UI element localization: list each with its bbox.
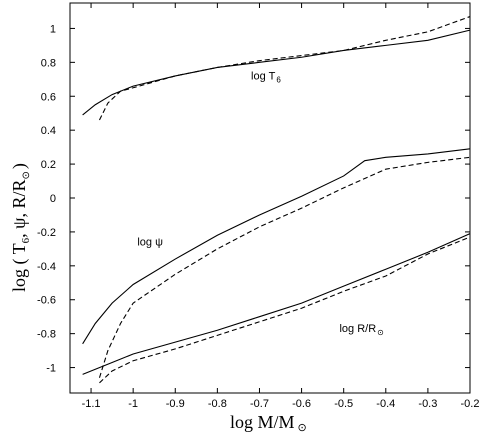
x-axis-title-main: log M/M — [230, 412, 295, 432]
y-tick-label: -0.2 — [37, 227, 56, 239]
y-tick-label: 1 — [50, 23, 56, 35]
series-line-1-solid — [82, 29, 471, 116]
x-tick-label: -0.3 — [418, 398, 437, 410]
y-tick-label: -0.4 — [37, 261, 56, 273]
y-tick-label: -0.6 — [37, 295, 56, 307]
ticks: -1.1 -1 -0.9 -0.8 -0.7 -0.6 -0.5 -0.4 -0.3 -0.2 -1… — [37, 3, 479, 410]
annotation-2: log ψ — [137, 236, 163, 248]
x-tick-label: -0.7 — [250, 398, 269, 410]
x-tick-label: -0.9 — [166, 398, 185, 410]
x-tick-label: -0.2 — [461, 398, 480, 410]
series-line-5-solid — [82, 233, 471, 375]
series-group — [82, 16, 471, 384]
y-tick-label: 0.4 — [41, 125, 56, 137]
y-tick-label: 0.8 — [41, 57, 56, 69]
x-tick-label: -1.1 — [82, 398, 101, 410]
series-line-6-dashed — [99, 236, 471, 384]
series-line-3-solid — [82, 148, 471, 345]
series-line-2-dashed — [98, 16, 471, 121]
series-line-4-dashed — [98, 156, 471, 378]
annotation-text: log ψ — [137, 236, 163, 248]
y-axis-title: log ( T6, ψ, R/R⊙) — [9, 163, 32, 292]
annotation-subscript: 6 — [276, 75, 281, 84]
annotation-3: log R/R⊙ — [339, 323, 383, 337]
annotation-text: log R/R — [339, 323, 376, 335]
annotation-subscript: ⊙ — [377, 328, 384, 337]
y-axis-title-rest: , ψ, R/R — [9, 180, 29, 238]
x-axis-title: log M/M ⊙ — [230, 412, 307, 434]
y-axis-title-main: log ( T — [9, 243, 30, 292]
y-axis-title-sub: 6 — [20, 237, 32, 243]
y-tick-label: -1 — [46, 363, 56, 375]
annotation-1: log T6 — [251, 70, 281, 84]
y-tick-label: 0.6 — [41, 91, 56, 103]
y-axis-title-sub2: ⊙ — [21, 171, 32, 179]
x-axis-title-sub: ⊙ — [298, 422, 307, 434]
x-tick-label: -1 — [128, 398, 138, 410]
annotations: log T6 log ψ log R/R⊙ — [137, 70, 383, 337]
x-tick-label: -0.8 — [208, 398, 227, 410]
y-tick-label: -0.8 — [37, 329, 56, 341]
y-axis-title-end: ) — [9, 163, 30, 169]
y-tick-label: 0 — [50, 193, 56, 205]
y-tick-label: 0.2 — [41, 159, 56, 171]
x-tick-label: -0.6 — [292, 398, 311, 410]
x-tick-label: -0.5 — [334, 398, 353, 410]
annotation-text: log T — [251, 70, 276, 82]
x-tick-label: -0.4 — [376, 398, 395, 410]
